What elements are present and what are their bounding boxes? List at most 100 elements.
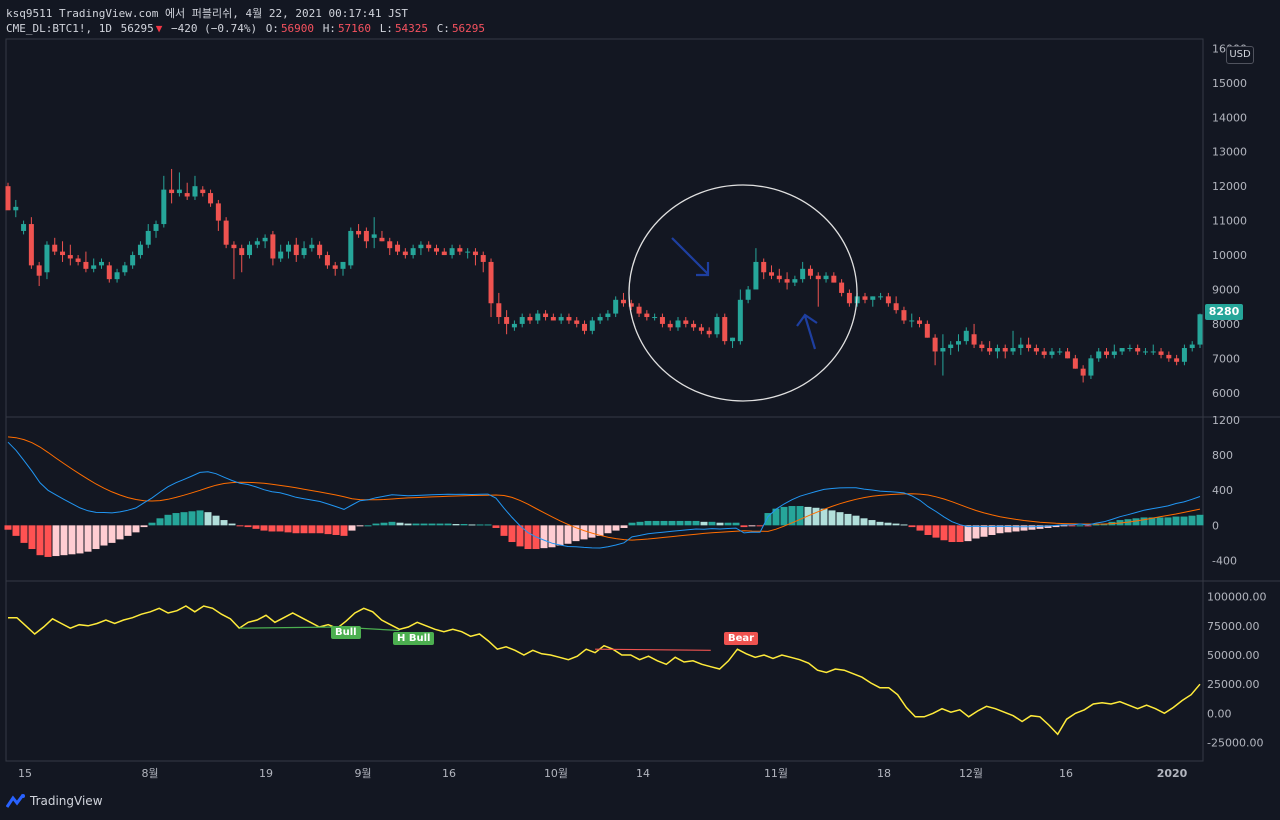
macd-histogram-bar — [908, 525, 916, 528]
candle-body — [278, 251, 284, 259]
candle-body — [558, 317, 564, 321]
bull-signal-label: Bull — [331, 626, 361, 639]
macd-histogram-bar — [820, 508, 828, 526]
macd-histogram-bar — [100, 525, 108, 546]
candle-body — [1072, 358, 1078, 369]
candle-body — [535, 313, 541, 321]
candle-body — [363, 230, 369, 242]
oscillator-axis-label: 50000.00 — [1207, 649, 1260, 662]
candle-body — [1096, 351, 1102, 359]
macd-histogram-bar — [708, 521, 716, 526]
candle-body — [589, 320, 595, 331]
macd-histogram-bar — [548, 525, 556, 548]
candle-body — [254, 241, 260, 245]
candle-body — [1026, 344, 1032, 349]
macd-histogram-bar — [740, 525, 748, 528]
candle-body — [1166, 354, 1172, 359]
symbol-label[interactable]: CME_DL:BTC1!, 1D — [6, 22, 112, 35]
macd-histogram-bar — [228, 523, 236, 526]
macd-histogram-bar — [876, 521, 884, 526]
macd-histogram-bar — [284, 525, 292, 533]
candle-body — [652, 317, 658, 319]
candle-body — [994, 348, 1000, 352]
candle-body — [52, 244, 58, 252]
candle-body — [262, 237, 268, 242]
candle-body — [161, 189, 167, 225]
candle-body — [504, 317, 510, 324]
macd-histogram-bar — [412, 523, 420, 526]
macd-histogram-bar — [508, 525, 516, 543]
down-right-arrow-icon — [671, 237, 710, 277]
macd-histogram-bar — [868, 520, 876, 526]
bull-divergence-line — [239, 626, 338, 629]
candle-body — [36, 265, 42, 276]
macd-histogram-bar — [964, 525, 972, 542]
time-axis-label: 16 — [442, 767, 456, 780]
macd-histogram-bar — [388, 521, 396, 526]
candle-body — [480, 255, 486, 262]
macd-histogram-bar — [180, 512, 188, 526]
macd-histogram-bar — [1180, 516, 1188, 526]
macd-histogram-bar — [1188, 515, 1196, 526]
bear-divergence-line — [595, 648, 711, 651]
high-label: H: — [322, 22, 336, 35]
candle-body — [433, 248, 439, 252]
candle-body — [1088, 358, 1094, 376]
macd-histogram-bar — [892, 523, 900, 526]
candle-body — [550, 317, 556, 321]
candle-body — [706, 330, 712, 335]
candle-body — [44, 244, 50, 273]
macd-histogram-bar — [860, 518, 868, 526]
macd-histogram-bar — [1076, 525, 1084, 527]
candle-body — [815, 275, 821, 280]
candle-body — [457, 248, 463, 252]
candle-body — [582, 323, 588, 331]
candle-body — [940, 348, 946, 352]
candle-body — [387, 241, 393, 249]
macd-histogram-bar — [1012, 525, 1020, 532]
macd-histogram-bar — [156, 518, 164, 526]
macd-histogram-bar — [196, 510, 204, 526]
time-axis-label: 18 — [877, 767, 891, 780]
candle-body — [667, 323, 673, 328]
macd-histogram-bar — [724, 522, 732, 526]
currency-badge[interactable]: USD — [1226, 46, 1254, 64]
price-axis-label: 12000 — [1212, 180, 1247, 193]
price-axis-label: 14000 — [1212, 111, 1247, 124]
candle-body — [106, 265, 112, 280]
macd-histogram-bar — [60, 525, 68, 556]
candle-body — [472, 251, 478, 256]
macd-histogram-bar — [948, 525, 956, 543]
macd-histogram-bar — [220, 520, 228, 526]
candle-body — [753, 261, 759, 290]
macd-histogram-bar — [884, 522, 892, 526]
candle-body — [1080, 368, 1086, 376]
footer-brand[interactable]: TradingView — [6, 794, 103, 808]
candle-body — [98, 261, 104, 266]
macd-histogram-bar — [92, 525, 100, 550]
candle-body — [169, 189, 175, 194]
macd-histogram-bar — [668, 520, 676, 526]
candle-body — [979, 344, 985, 349]
macd-histogram-bar — [516, 525, 524, 547]
low-label: L: — [379, 22, 393, 35]
candle-body — [1057, 351, 1063, 353]
macd-axis-label: 800 — [1212, 449, 1233, 462]
candle-body — [511, 323, 517, 328]
down-arrow-icon: ▼ — [155, 22, 163, 35]
candle-body — [1010, 348, 1016, 352]
macd-histogram-bar — [268, 525, 276, 532]
candle-body — [605, 313, 611, 318]
macd-histogram-bar — [20, 525, 28, 543]
price-axis-label: 13000 — [1212, 146, 1247, 159]
macd-histogram-bar — [1052, 525, 1060, 528]
candle-body — [5, 186, 11, 211]
macd-signal-line — [7, 436, 1201, 541]
candle-body — [184, 193, 190, 197]
candle-body — [21, 224, 27, 231]
price-axis-label: 7000 — [1212, 352, 1240, 365]
candle-body — [83, 261, 89, 269]
candle-body — [1158, 351, 1164, 355]
candle-body — [932, 337, 938, 352]
